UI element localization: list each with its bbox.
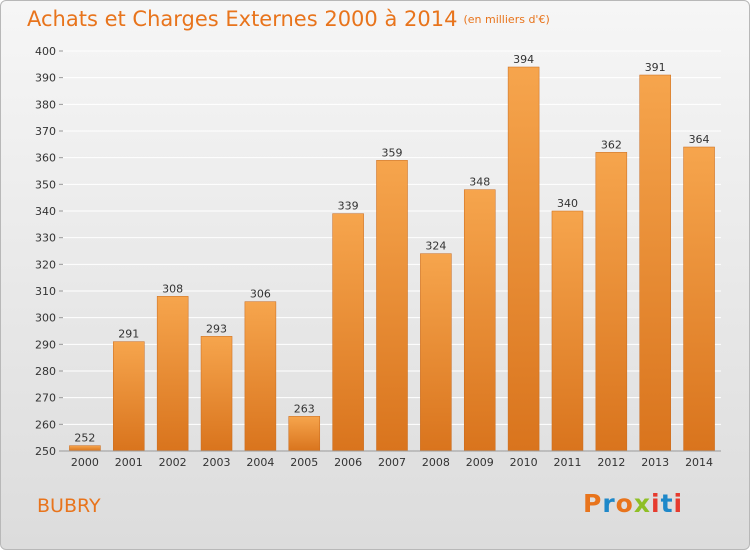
value-label: 394: [513, 53, 534, 66]
x-axis-ticks: 2000 2001 2002 2003 2004 2005 2006 2007 2008 2009…: [71, 456, 713, 469]
x-tick-label: 2009: [466, 456, 494, 469]
y-tick-label: 260: [35, 418, 56, 431]
x-tick-label: 2006: [334, 456, 362, 469]
y-tick-label: 300: [35, 312, 56, 325]
value-label: 348: [469, 176, 490, 189]
value-label: 324: [425, 240, 446, 253]
y-tick-label: 330: [35, 232, 56, 245]
bar-2006: [332, 213, 364, 452]
value-label: 364: [689, 133, 710, 146]
bars: [69, 66, 715, 452]
bar-2004: [244, 301, 277, 452]
logo-letter: x: [633, 489, 651, 518]
chart-title-text: Achats et Charges Externes 2000 à 2014: [27, 7, 458, 31]
logo-letter: i: [673, 489, 684, 518]
x-tick-label: 2005: [290, 456, 318, 469]
bar-2009: [463, 189, 496, 452]
value-label: 391: [645, 61, 666, 74]
x-tick-label: 2010: [510, 456, 538, 469]
x-tick-label: 2001: [115, 456, 143, 469]
bar-2003: [200, 336, 233, 452]
y-tick-label: 280: [35, 365, 56, 378]
y-tick-label: 360: [35, 152, 56, 165]
x-tick-label: 2011: [553, 456, 581, 469]
y-tick-label: 290: [35, 338, 56, 351]
value-label: 339: [338, 200, 359, 213]
y-tick-label: 350: [35, 178, 56, 191]
x-tick-label: 2007: [378, 456, 406, 469]
bar-2010: [507, 66, 540, 452]
x-tick-label: 2004: [246, 456, 274, 469]
bar-2001: [113, 341, 145, 452]
value-label: 263: [294, 402, 315, 415]
logo-letter: r: [602, 489, 616, 518]
x-tick-label: 2014: [685, 456, 713, 469]
value-label: 252: [74, 432, 95, 445]
x-tick-label: 2000: [71, 456, 99, 469]
place-name: BUBRY: [37, 495, 101, 517]
bar-2002: [156, 296, 189, 452]
bar-2000: [69, 445, 101, 452]
y-tick-label: 370: [35, 125, 56, 138]
value-label: 291: [118, 328, 139, 341]
value-label: 308: [162, 282, 183, 295]
x-tick-label: 2012: [597, 456, 625, 469]
logo-letter: t: [660, 489, 674, 518]
bar-2011: [551, 210, 584, 452]
x-tick-label: 2008: [422, 456, 450, 469]
x-tick-label: 2002: [159, 456, 187, 469]
chart-title: Achats et Charges Externes 2000 à 2014 (e…: [27, 7, 550, 31]
y-tick-label: 380: [35, 98, 56, 111]
y-tick-label: 320: [35, 258, 56, 271]
value-label: 340: [557, 197, 578, 210]
y-axis-ticks: 250 260 270 280 290 300 310 320 330 340 350 360 370 3…: [35, 45, 63, 458]
bar-2013: [639, 74, 671, 452]
value-label: 293: [206, 322, 227, 335]
bar-2014: [683, 146, 715, 452]
bar-2008: [420, 253, 452, 452]
value-label: 359: [382, 146, 403, 159]
y-tick-label: 310: [35, 285, 56, 298]
logo-letter: o: [615, 489, 634, 518]
bar-2012: [595, 152, 628, 452]
proxiti-logo: Proxiti: [583, 489, 683, 518]
chart-subtitle: (en milliers d'€): [463, 13, 550, 26]
y-tick-label: 340: [35, 205, 56, 218]
value-label: 362: [601, 138, 622, 151]
x-tick-label: 2003: [203, 456, 231, 469]
bar-2007: [376, 160, 408, 452]
y-tick-label: 250: [35, 445, 56, 458]
logo-letter: i: [651, 489, 661, 518]
value-labels: 252 291 308 293 306 263 339 359 324 348 394 340 362 3…: [74, 53, 709, 445]
y-tick-label: 400: [35, 45, 56, 58]
y-tick-label: 390: [35, 72, 56, 85]
value-label: 306: [250, 288, 271, 301]
y-tick-label: 270: [35, 392, 56, 405]
logo-letter: P: [583, 489, 603, 518]
x-tick-label: 2013: [641, 456, 669, 469]
bar-2005: [288, 416, 321, 452]
